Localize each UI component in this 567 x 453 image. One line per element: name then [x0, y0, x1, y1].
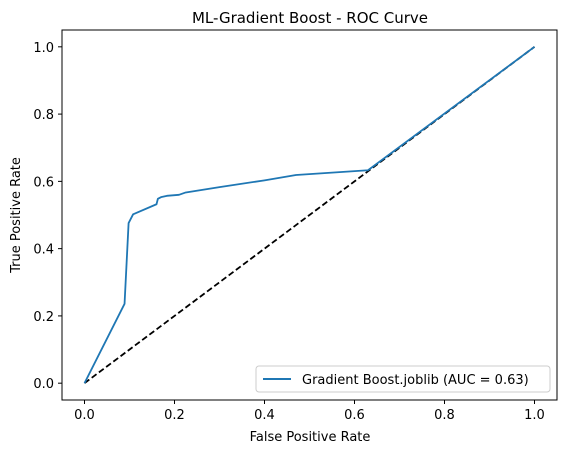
y-tick-label: 0.2 [33, 310, 54, 325]
chart-title: ML-Gradient Boost - ROC Curve [192, 9, 428, 27]
x-axis-ticks: 0.0 0.2 0.4 0.6 0.8 1.0 [74, 400, 545, 423]
x-tick-label: 0.0 [74, 408, 95, 423]
plot-frame [61, 29, 558, 401]
y-tick-label: 0.8 [33, 108, 54, 123]
x-tick-label: 0.2 [164, 408, 185, 423]
x-tick-label: 0.6 [344, 408, 365, 423]
y-tick-label: 0.4 [33, 243, 54, 258]
legend-box [255, 365, 551, 393]
series-layer [83, 46, 536, 384]
roc-curve-line [83, 46, 536, 384]
legend: Gradient Boost.joblib (AUC = 0.63) [255, 365, 551, 393]
x-tick-label: 1.0 [524, 408, 545, 423]
y-axis-ticks: 0.0 0.2 0.4 0.6 0.8 1.0 [33, 41, 62, 392]
y-tick-label: 0.0 [33, 377, 54, 392]
y-tick-label: 1.0 [33, 41, 54, 56]
y-axis-label: True Positive Rate [9, 157, 24, 274]
y-tick-label: 0.6 [33, 175, 54, 190]
x-tick-label: 0.4 [254, 408, 275, 423]
x-tick-label: 0.8 [434, 408, 455, 423]
x-axis-label: False Positive Rate [250, 430, 371, 445]
legend-entry-label: Gradient Boost.joblib (AUC = 0.63) [302, 373, 529, 388]
